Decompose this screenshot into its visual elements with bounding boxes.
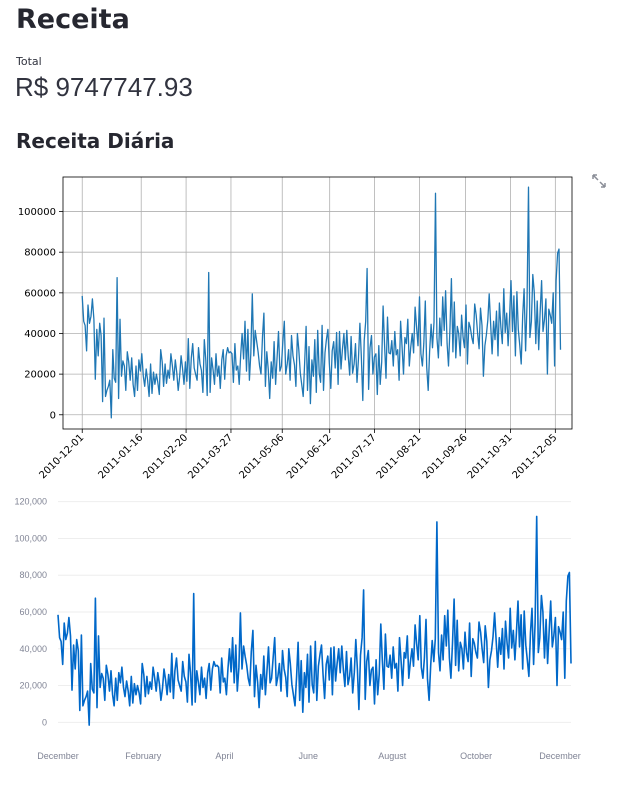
x-tick-label: 2011-02-20 — [141, 432, 190, 481]
matplotlib-line-chart: 2010-12-01 2011-01-162011-02-202011-03-27… — [18, 176, 573, 481]
fullscreen-icon[interactable] — [592, 174, 606, 188]
metric-label: Total — [16, 55, 42, 68]
x-tick-label: 2011-05-06 — [237, 432, 286, 481]
y-tick-label: 100000 — [18, 207, 56, 218]
x-tick-label: 2011-03-27 — [186, 432, 235, 481]
x-tick-label: 2011-01-16 — [96, 432, 145, 481]
series-line — [57, 515, 572, 726]
y-tick-label: 60,000 — [19, 607, 47, 617]
page-title: Receita — [16, 4, 130, 35]
x-tick-label: December — [539, 751, 581, 761]
y-tick-label: 40000 — [24, 329, 56, 340]
y-tick-label: 40,000 — [19, 644, 47, 654]
x-tick-label: February — [125, 751, 162, 761]
x-tick-label: June — [299, 751, 319, 761]
plot-area — [63, 177, 572, 429]
x-tick-label: 2011-07-17 — [330, 432, 379, 481]
x-tick-label: 2011-06-12 — [285, 432, 334, 481]
y-tick-label: 80000 — [24, 248, 56, 259]
x-tick-label: 2011-10-31 — [466, 432, 515, 481]
y-tick-label: 0 — [42, 717, 47, 727]
x-tick-label: 2011-09-26 — [421, 432, 470, 481]
metric-value: R$ 9747747.93 — [15, 72, 193, 102]
y-tick-label: 80,000 — [19, 570, 47, 580]
plot-frame — [62, 176, 573, 430]
section-title: Receita Diária — [16, 129, 175, 153]
plotly-line-chart[interactable]: 0 20,000 40,000 60,000 80,000 100,000 120,000 D… — [0, 490, 620, 803]
x-tick-label: October — [460, 751, 492, 761]
x-tick-label: 2010-12-01 — [37, 432, 86, 481]
x-tick-label: 2011-08-21 — [375, 432, 424, 481]
y-tick-label: 60000 — [24, 288, 56, 299]
y-tick-label: 0 — [50, 410, 56, 421]
y-tick-label: 100,000 — [14, 533, 47, 543]
series-line — [81, 186, 562, 419]
x-tick-label: December — [37, 751, 79, 761]
y-tick-label: 20000 — [24, 370, 56, 381]
x-tick-label: 2011-12-05 — [511, 432, 560, 481]
x-tick-label: August — [378, 751, 407, 761]
y-tick-label: 120,000 — [14, 497, 47, 507]
y-tick-label: 20,000 — [19, 681, 47, 691]
x-tick-label: April — [215, 751, 233, 761]
